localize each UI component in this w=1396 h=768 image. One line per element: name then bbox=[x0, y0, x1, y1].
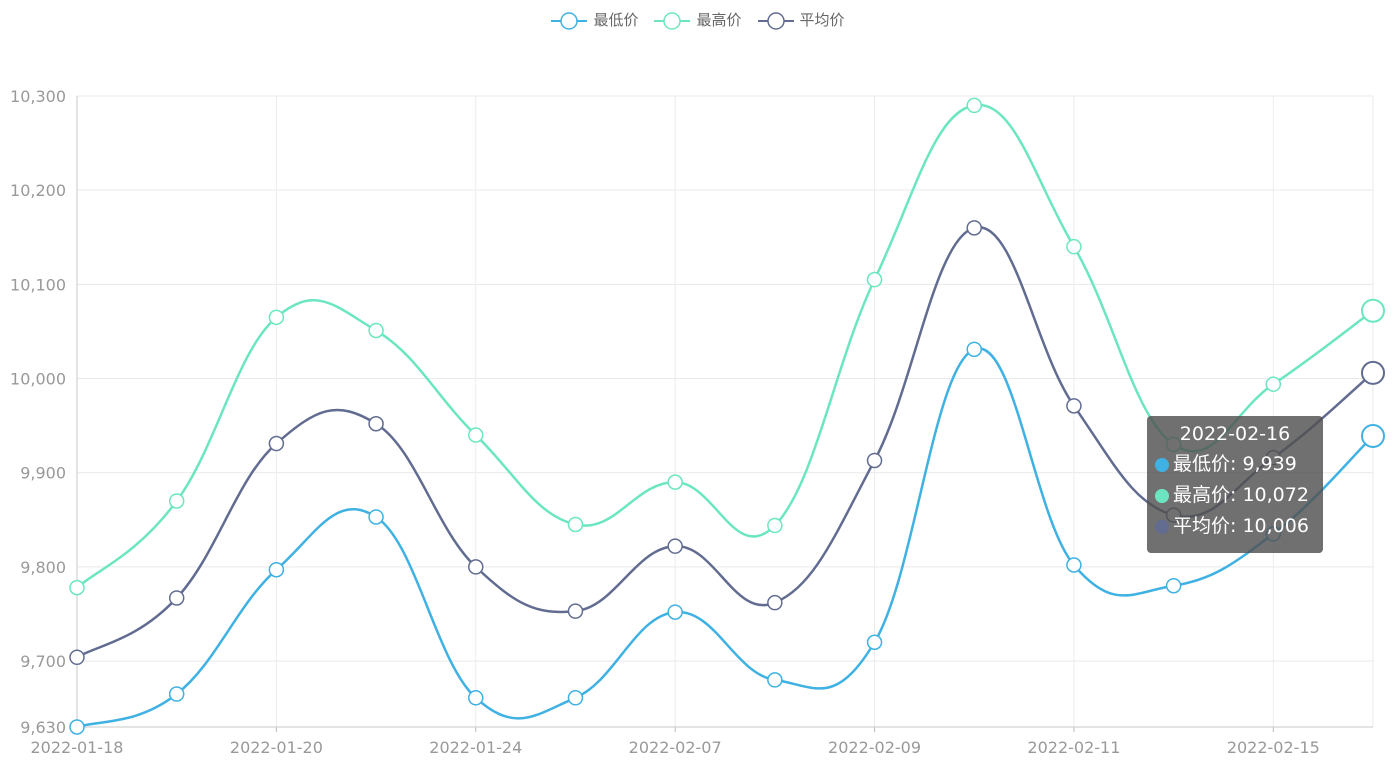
tooltip-row-label: 最高价: 10,072 bbox=[1173, 484, 1309, 506]
data-point bbox=[966, 341, 982, 358]
data-point bbox=[667, 474, 683, 490]
data-point bbox=[1361, 298, 1385, 323]
tooltip-row-label: 平均价: 10,006 bbox=[1173, 515, 1309, 537]
data-point bbox=[69, 579, 85, 596]
data-point bbox=[667, 604, 683, 620]
data-point bbox=[866, 271, 883, 288]
data-point bbox=[268, 435, 285, 452]
x-tick-label: 2022-02-15 bbox=[1227, 738, 1320, 757]
series-line bbox=[76, 347, 1374, 729]
legend-circle-2 bbox=[766, 11, 785, 30]
data-point bbox=[368, 322, 384, 339]
data-point bbox=[966, 97, 982, 114]
data-point bbox=[767, 594, 783, 611]
legend: 最低价 最高价 平均价 bbox=[0, 9, 1396, 30]
grid-lines bbox=[76, 95, 1374, 728]
y-tick-label: 9,700 bbox=[20, 652, 66, 671]
data-point bbox=[168, 493, 185, 509]
tooltip-row: 最低价: 9,939 bbox=[1155, 449, 1315, 480]
legend-item-max[interactable]: 最高价 bbox=[654, 9, 742, 30]
data-point bbox=[368, 509, 384, 525]
series-line bbox=[76, 226, 1374, 659]
data-point bbox=[69, 719, 85, 735]
tooltip-title: 2022-02-16 bbox=[1179, 423, 1291, 445]
y-tick-label: 9,800 bbox=[20, 558, 66, 577]
legend-line-circle-icon bbox=[757, 11, 794, 30]
data-point bbox=[1066, 238, 1082, 255]
data-point bbox=[567, 516, 584, 533]
data-point bbox=[268, 561, 285, 578]
data-point bbox=[168, 686, 185, 702]
y-tick-label: 9,630 bbox=[20, 718, 66, 737]
data-point bbox=[69, 649, 85, 666]
data-point bbox=[567, 603, 584, 619]
x-tick-label: 2022-02-09 bbox=[828, 738, 921, 757]
series-lines bbox=[76, 103, 1374, 729]
y-tick-label: 10,100 bbox=[10, 275, 66, 294]
y-tick-label: 9,900 bbox=[20, 464, 66, 483]
data-point bbox=[567, 690, 584, 706]
series-color-dot bbox=[1155, 488, 1169, 503]
data-point bbox=[468, 427, 484, 443]
data-point bbox=[866, 634, 883, 650]
data-point bbox=[1361, 423, 1385, 448]
data-point bbox=[1361, 360, 1385, 385]
data-point bbox=[667, 538, 683, 554]
data-point bbox=[1066, 557, 1082, 573]
y-tick-label: 10,300 bbox=[10, 87, 66, 106]
y-tick-label: 10,000 bbox=[10, 370, 66, 389]
tooltip: 2022-02-16 最低价: 9,939 最高价: 10,072 平均价: 1… bbox=[1147, 416, 1323, 553]
series-line bbox=[76, 103, 1374, 589]
data-point bbox=[866, 452, 883, 469]
legend-item-min[interactable]: 最低价 bbox=[551, 9, 638, 30]
series-color-dot bbox=[1155, 519, 1169, 534]
tooltip-row: 最高价: 10,072 bbox=[1155, 480, 1315, 511]
data-point bbox=[368, 415, 384, 432]
data-point bbox=[268, 309, 285, 326]
series-color-dot bbox=[1155, 457, 1169, 472]
axes: 9,630 9,700 9,800 9,900 10,000 10,100 10,200 10… bbox=[10, 87, 1373, 757]
series-points bbox=[69, 97, 1385, 735]
y-tick-label: 10,200 bbox=[10, 181, 66, 200]
x-tick-label: 2022-01-24 bbox=[429, 738, 522, 757]
x-tick-label: 2022-02-11 bbox=[1027, 738, 1120, 757]
data-point bbox=[468, 559, 484, 575]
tooltip-row: 平均价: 10,006 bbox=[1155, 511, 1315, 542]
legend-line-circle-icon bbox=[654, 11, 691, 30]
x-tick-label: 2022-01-18 bbox=[31, 738, 124, 757]
data-point bbox=[767, 672, 783, 688]
legend-label: 最高价 bbox=[696, 11, 742, 29]
legend-label: 最低价 bbox=[593, 11, 639, 29]
legend-item-avg[interactable]: 平均价 bbox=[757, 9, 845, 30]
data-point bbox=[168, 590, 185, 606]
data-point bbox=[468, 690, 484, 706]
x-tick-label: 2022-02-07 bbox=[629, 738, 722, 757]
data-point bbox=[767, 517, 783, 534]
data-point bbox=[966, 220, 982, 236]
data-point bbox=[1265, 376, 1282, 392]
data-point bbox=[1066, 398, 1082, 414]
legend-circle-1 bbox=[663, 11, 682, 30]
legend-circle-0 bbox=[560, 11, 579, 30]
tooltip-row-label: 最低价: 9,939 bbox=[1173, 453, 1297, 475]
data-point bbox=[1165, 577, 1182, 594]
legend-line-circle-icon bbox=[551, 11, 588, 30]
legend-label: 平均价 bbox=[799, 11, 845, 29]
x-tick-label: 2022-01-20 bbox=[230, 738, 323, 757]
